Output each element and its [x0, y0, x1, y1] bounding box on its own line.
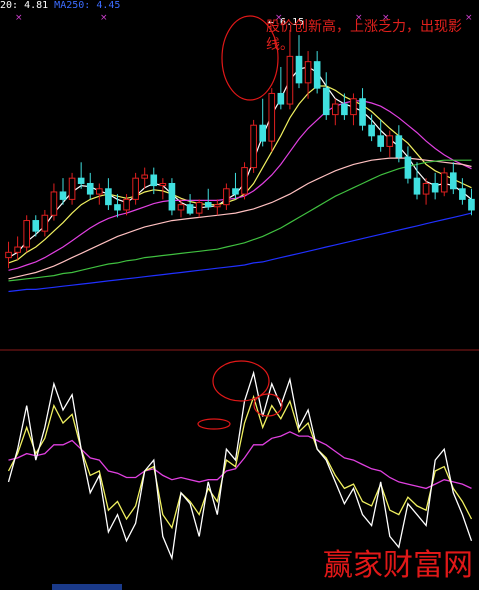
highlight-circle-indicator-peak: [212, 360, 270, 402]
ma-line-ma_white: [8, 66, 472, 259]
candle-body: [277, 92, 285, 105]
indicator-line-ma_magenta: [8, 431, 472, 490]
candle-body: [232, 188, 239, 195]
candle-body: [431, 182, 439, 193]
candle-body: [413, 177, 421, 195]
candle-body: [204, 202, 212, 208]
highlight-circle-indicator-low: [197, 418, 231, 430]
indicator-header: 20: 4.81 MA250: 4.45: [0, 0, 120, 12]
candle-body: [350, 98, 357, 116]
ma250-readout: MA250: 4.45: [54, 0, 121, 11]
candle-body: [86, 182, 94, 195]
ma-line-ma_green: [8, 159, 472, 282]
candle-body: [359, 98, 366, 126]
candle-body: [105, 188, 112, 206]
candle-body: [50, 191, 58, 216]
candle-body: [259, 124, 267, 142]
candle-body: [68, 177, 76, 200]
indicator-line-ma_white: [7, 370, 473, 561]
candle-body: [41, 214, 49, 232]
date-cursor-bar: [52, 584, 122, 590]
peak-price-label: ← 6.15: [268, 17, 305, 28]
candle-body: [32, 220, 40, 232]
marker-x: ×: [15, 13, 23, 23]
candle-body: [141, 174, 149, 179]
candle-body: [404, 156, 412, 179]
candle-body: [468, 198, 475, 211]
watermark: 赢家财富网: [323, 548, 473, 583]
annotations: × × × × × ×: [15, 13, 473, 430]
candle-body: [150, 174, 158, 187]
marker-x: ×: [465, 13, 473, 23]
candle-body: [168, 182, 176, 211]
candle-body: [304, 61, 312, 84]
candle-body: [268, 92, 276, 142]
candle-body: [177, 204, 185, 211]
candle-body: [241, 167, 248, 195]
ma20-readout: 20: 4.81: [0, 0, 49, 11]
marker-x: ×: [100, 13, 108, 23]
candle-body: [386, 135, 394, 147]
candle-body: [368, 124, 375, 137]
peak-value: 6.15: [280, 17, 305, 28]
candle-body: [159, 182, 167, 187]
indicator-panel: [7, 370, 473, 561]
candle-body: [114, 204, 121, 211]
candle-body: [59, 191, 67, 200]
candle-body: [23, 220, 31, 248]
indicator-line-ma_yellow: [7, 394, 473, 530]
annotation-note: 股价创新高，上涨乏力，出现影线。: [266, 19, 462, 53]
candlestick-panel: [5, 29, 475, 293]
candle-body: [395, 135, 403, 158]
candle-body: [5, 251, 12, 259]
candle-body: [440, 172, 448, 193]
candle-body: [95, 188, 103, 195]
candle-body: [322, 87, 330, 116]
candle-body: [223, 188, 230, 206]
candle-body: [195, 202, 203, 214]
candle-body: [377, 135, 385, 147]
candle-body: [77, 177, 85, 184]
candle-body: [14, 246, 21, 253]
candle-body: [422, 182, 430, 195]
marker-x: ×: [275, 13, 283, 23]
candle-body: [250, 124, 257, 169]
candle-body: [286, 55, 294, 105]
candle-body: [331, 103, 339, 116]
candle-body: [186, 204, 194, 214]
highlight-circle-peak: [221, 15, 279, 101]
candle-body: [341, 103, 348, 116]
candle-body: [295, 55, 303, 84]
candle-body: [123, 198, 130, 211]
ma-line-ma_pink: [8, 157, 472, 280]
ma-line-ma_magenta: [8, 100, 472, 271]
candle-body: [459, 188, 466, 200]
candle-body: [449, 172, 457, 190]
candle-body: [213, 204, 221, 208]
candle-body: [313, 61, 321, 89]
marker-x: ×: [382, 13, 390, 23]
candle-body: [132, 177, 139, 200]
highlight-circle-indicator-second: [253, 393, 283, 417]
marker-x: ×: [355, 13, 363, 23]
ma-line-ma_blue: [8, 212, 472, 293]
